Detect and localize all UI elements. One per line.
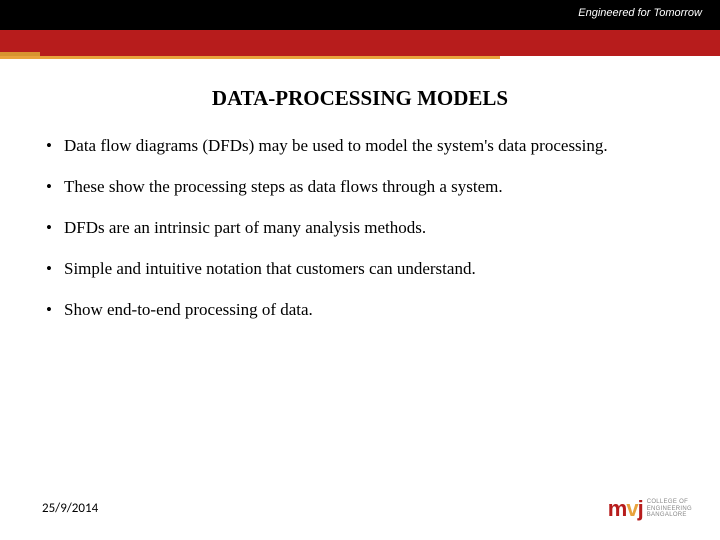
logo-letter-j: j xyxy=(638,496,643,521)
list-item: These show the processing steps as data … xyxy=(42,176,678,199)
logo-line: ENGINEERING xyxy=(647,506,692,513)
footer-logo: mvj COLLEGE OF ENGINEERING BANGALORE xyxy=(608,496,692,522)
footer-date: 25/9/2014 xyxy=(42,501,98,516)
logo-mark: mvj xyxy=(608,496,643,522)
logo-letter-v: v xyxy=(626,496,637,521)
logo-text: COLLEGE OF ENGINEERING BANGALORE xyxy=(647,499,692,519)
slide-title: DATA-PROCESSING MODELS xyxy=(0,86,720,111)
content-area: Data flow diagrams (DFDs) may be used to… xyxy=(0,111,720,322)
logo-line: COLLEGE OF xyxy=(647,499,692,506)
tagline: Engineered for Tomorrow xyxy=(578,7,702,19)
accent-line xyxy=(0,56,500,59)
list-item: Show end-to-end processing of data. xyxy=(42,299,678,322)
list-item: Data flow diagrams (DFDs) may be used to… xyxy=(42,135,678,158)
bullet-list: Data flow diagrams (DFDs) may be used to… xyxy=(42,135,678,322)
list-item: Simple and intuitive notation that custo… xyxy=(42,258,678,281)
header-top-bar: Engineered for Tomorrow xyxy=(0,0,720,30)
list-item: DFDs are an intrinsic part of many analy… xyxy=(42,217,678,240)
header-red-bar xyxy=(0,30,720,56)
logo-line: BANGALORE xyxy=(647,512,692,519)
logo-letter-m: m xyxy=(608,496,627,521)
